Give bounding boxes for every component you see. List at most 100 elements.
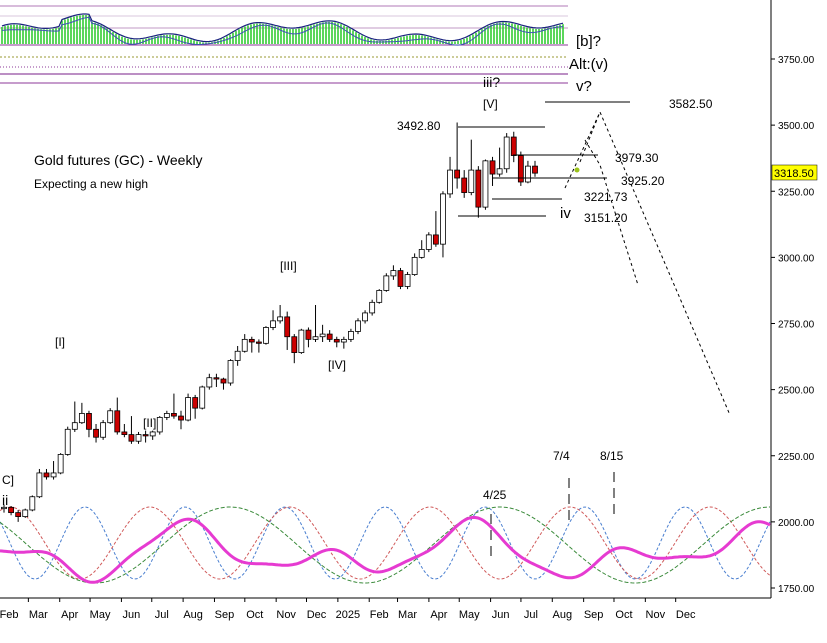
candle-body — [220, 378, 227, 384]
candle-body — [227, 360, 234, 384]
candle-body — [241, 338, 248, 352]
cycle-date-label: 8/15 — [600, 449, 624, 463]
wave-label: C] — [2, 473, 14, 487]
candle-body — [362, 312, 368, 322]
x-tick-label: 2025 — [336, 609, 360, 621]
last-price-dot — [574, 167, 580, 173]
candle-body — [454, 169, 461, 179]
candle-body — [57, 454, 64, 474]
candle-body — [114, 410, 121, 433]
y-tick-label: 2250.00 — [778, 452, 815, 463]
x-tick-label: Aug — [183, 609, 203, 621]
wave-labels: ii C] [I] [II] [III] [IV] [V] iii? iv v?… — [2, 33, 608, 508]
wave-label: iv — [560, 205, 571, 222]
candle-body — [64, 428, 71, 455]
candle-body — [369, 301, 376, 314]
candle-body — [192, 397, 199, 409]
x-tick-label: Oct — [615, 609, 632, 621]
candle-body — [199, 386, 206, 409]
y-tick-label: 3750.00 — [778, 55, 815, 66]
x-tick-label: May — [459, 609, 480, 621]
level-lines: 3582.50 3492.80 3979.30 3925.20 3221.73 … — [397, 97, 713, 225]
x-tick-label: Apr — [430, 609, 447, 621]
candle-body — [1, 506, 7, 510]
candlestick-series — [1, 122, 538, 522]
candle-body — [234, 350, 241, 361]
level-label: 3925.20 — [621, 174, 665, 188]
x-tick-label: Jun — [492, 609, 510, 621]
wave-label: Alt:(v) — [569, 56, 608, 73]
candle-body — [326, 333, 333, 340]
top-indicator-panel — [0, 5, 568, 84]
x-tick-label: Oct — [246, 609, 263, 621]
candle-body — [411, 256, 418, 275]
cycle-markers: 4/25 7/4 8/15 — [483, 449, 624, 556]
y-tick-label: 2000.00 — [778, 518, 815, 529]
candle-body — [503, 136, 510, 170]
candle-body — [163, 413, 170, 418]
candle-body — [510, 136, 517, 156]
candle-body — [8, 506, 14, 514]
wave-label: iii? — [483, 74, 500, 90]
cycle-date-label: 4/25 — [483, 488, 507, 502]
candle-body — [263, 327, 269, 344]
candle-body — [171, 413, 177, 417]
candle-body — [178, 415, 184, 421]
candle-body — [305, 329, 312, 340]
candle-body — [213, 377, 220, 380]
y-tick-label: 3500.00 — [778, 121, 815, 132]
chart-title: Gold futures (GC) - Weekly — [34, 152, 203, 168]
candle-body — [291, 336, 298, 353]
wave-label: [V] — [483, 97, 498, 111]
candle-body — [185, 397, 191, 421]
projection-paths — [564, 110, 731, 416]
candle-body — [383, 275, 390, 291]
candle-body — [50, 472, 57, 478]
candle-body — [149, 431, 156, 437]
candle-body — [355, 320, 361, 332]
level-label: 3221.73 — [584, 190, 628, 204]
level-label: 3492.80 — [397, 119, 441, 133]
y-tick-label: 1750.00 — [778, 584, 815, 595]
wave-label: [III] — [280, 259, 297, 273]
candle-body — [348, 331, 354, 340]
cycle-panel — [0, 506, 771, 584]
candle-body — [29, 496, 36, 511]
candle-body — [319, 333, 326, 338]
candle-body — [93, 428, 99, 438]
chart-subtitle: Expecting a new high — [34, 177, 148, 191]
candle-body — [489, 160, 496, 175]
candle-body — [298, 329, 305, 353]
candle-body — [100, 422, 107, 438]
wave-label: [II] — [143, 416, 156, 430]
wave-label: [IV] — [328, 358, 346, 372]
candle-body — [333, 338, 340, 343]
candle-body — [390, 270, 397, 277]
level-label: 3979.30 — [615, 151, 659, 165]
candle-body — [206, 377, 213, 388]
candle-body — [340, 338, 347, 343]
x-tick-label: Jun — [123, 609, 141, 621]
current-price-marker: 3318.50 — [771, 164, 818, 181]
candle-body — [525, 165, 531, 183]
candle-body — [78, 413, 85, 424]
candle-body — [468, 169, 475, 193]
price-axis: 1750.00 2000.00 2250.00 2500.00 2750.00 3000.… — [770, 0, 815, 598]
x-tick-label: Mar — [398, 609, 417, 621]
y-tick-label: 3250.00 — [778, 187, 815, 198]
level-label: 3582.50 — [669, 97, 713, 111]
candle-body — [397, 270, 404, 287]
wave-label: v? — [576, 78, 592, 95]
wave-label: [b]? — [576, 33, 601, 50]
x-tick-label: Nov — [646, 609, 666, 621]
candle-body — [418, 249, 425, 258]
x-tick-label: Sep — [215, 609, 235, 621]
candle-body — [425, 234, 432, 250]
candle-body — [475, 169, 482, 208]
candle-body — [43, 472, 50, 478]
candle-body — [461, 177, 468, 193]
candle-body — [277, 316, 284, 322]
candle-body — [156, 416, 163, 433]
x-tick-label: Feb — [0, 609, 19, 621]
